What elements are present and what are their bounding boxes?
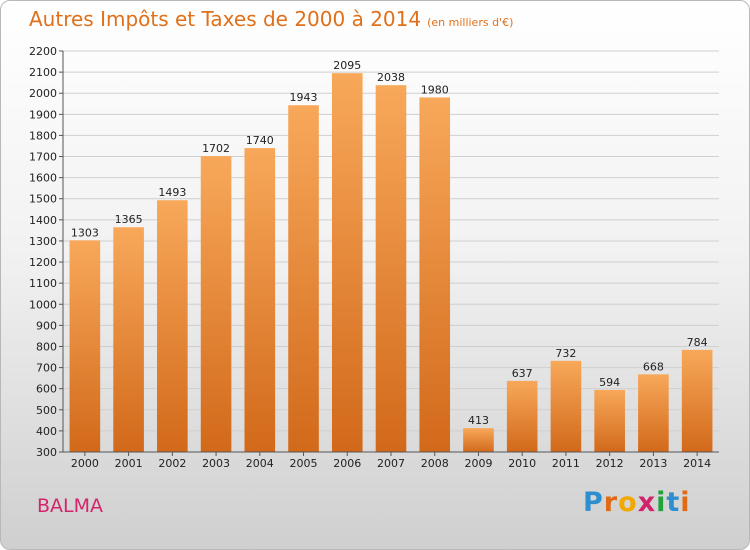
bar-2004 [244,148,276,452]
logo-letter: x [637,487,657,518]
y-tick-label: 1500 [29,193,57,206]
x-tick-label: 2004 [246,457,274,470]
y-tick-label: 2000 [29,87,57,100]
y-axis: 300 400 500 600 700 800 900 1000 1100 1200 1300 140… [29,45,64,459]
x-tick-label: 2005 [290,457,318,470]
y-tick-label: 1200 [29,256,57,269]
logo-letter: i [656,487,667,518]
y-tick-label: 2100 [29,66,57,79]
bar-value-label: 784 [687,336,708,349]
x-tick-label: 2001 [115,457,143,470]
y-tick-label: 1800 [29,129,57,142]
bar-2006 [331,73,363,453]
bar-value-label: 668 [643,360,664,373]
y-tick-label: 1100 [29,277,57,290]
x-tick-label: 2010 [508,457,536,470]
bar-2001 [113,227,144,452]
bar-2014 [681,349,713,452]
bar-value-label: 1943 [290,91,318,104]
bar-2009 [463,428,494,452]
x-tick-label: 2014 [683,457,711,470]
bar-value-label: 1365 [115,213,143,226]
bar-2002 [157,200,188,452]
bar-value-label: 2038 [377,71,405,84]
bar-2012 [594,389,625,452]
bar-value-label: 1702 [202,142,230,155]
y-tick-label: 300 [36,446,57,459]
y-tick-label: 2200 [29,45,57,58]
x-tick-label: 2003 [202,457,230,470]
bar-value-label: 1740 [246,134,274,147]
bar-2000 [69,240,101,452]
bar-value-label: 1493 [158,186,186,199]
x-tick-label: 2006 [333,457,361,470]
y-tick-label: 900 [36,319,57,332]
bar-2003 [200,156,232,452]
y-tick-label: 1000 [29,298,57,311]
bar-value-label: 594 [599,376,620,389]
y-tick-label: 800 [36,340,57,353]
logo-letter: i [680,487,691,518]
y-tick-label: 1400 [29,214,57,227]
y-tick-label: 1600 [29,172,57,185]
bar-value-label: 637 [512,367,533,380]
y-tick-label: 500 [36,404,57,417]
y-tick-label: 400 [36,425,57,438]
proxiti-logo[interactable]: Proxiti [583,487,691,518]
bar-2010 [506,380,538,452]
logo-letter: r [603,487,619,518]
x-tick-label: 2000 [71,457,99,470]
x-tick-label: 2011 [552,457,580,470]
bar-2013 [638,374,669,452]
bar-2007 [375,85,407,453]
y-tick-label: 1300 [29,235,57,248]
y-tick-label: 1900 [29,108,57,121]
x-tick-label: 2012 [596,457,624,470]
x-tick-label: 2008 [421,457,449,470]
city-label: BALMA [37,495,104,517]
bars: 1303 1365 1493 1702 1740 1943 2095 2038 1980 413 6… [69,59,713,453]
bar-value-label: 2095 [333,59,361,72]
chart-title-text: Autres Impôts et Taxes de 2000 à 2014 [29,7,422,31]
bar-value-label: 732 [555,347,576,360]
bar-2005 [288,105,319,452]
chart-title: Autres Impôts et Taxes de 2000 à 2014 (en… [29,7,513,31]
logo-letter: P [583,487,604,518]
y-tick-label: 600 [36,383,57,396]
y-tick-label: 1700 [29,151,57,164]
x-axis: 2000 2001 2002 2003 2004 2005 2006 2007 2008 2009… [63,451,719,470]
chart-subtitle: (en milliers d'€) [427,16,514,29]
x-tick-label: 2013 [639,457,667,470]
logo-letter: o [618,487,638,518]
bar-value-label: 1980 [421,83,449,96]
x-tick-label: 2007 [377,457,405,470]
x-tick-label: 2009 [464,457,492,470]
logo-letter: t [666,487,681,518]
y-tick-label: 700 [36,362,57,375]
bar-2011 [550,360,582,452]
bar-value-label: 413 [468,414,489,427]
bar-2008 [419,97,451,452]
x-tick-label: 2002 [158,457,186,470]
bar-value-label: 1303 [71,226,99,239]
